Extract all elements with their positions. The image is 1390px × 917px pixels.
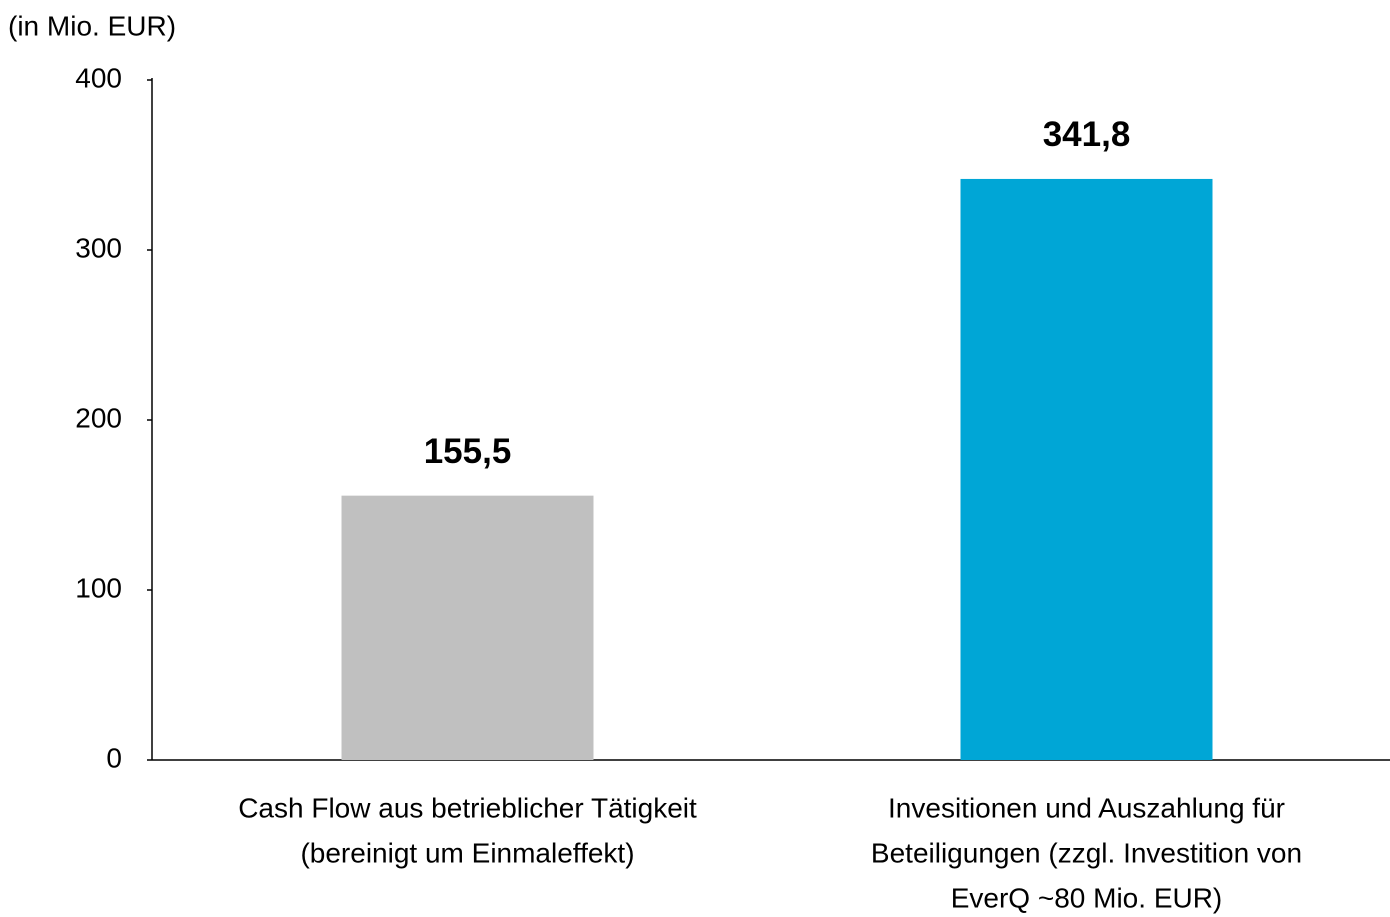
y-axis-label: (in Mio. EUR)	[8, 10, 176, 41]
value-label: 155,5	[424, 432, 512, 471]
x-tick-label: Invesitionen und Auszahlung für	[888, 792, 1285, 823]
y-tick-label: 100	[75, 572, 122, 603]
y-tick-label: 300	[75, 232, 122, 263]
x-tick-label: (bereinigt um Einmaleffekt)	[300, 837, 634, 868]
x-tick-label: Beteiligungen (zzgl. Investition von	[871, 837, 1302, 868]
bar	[341, 495, 594, 760]
x-tick-label: Cash Flow aus betrieblicher Tätigkeit	[238, 792, 697, 823]
value-label: 341,8	[1043, 115, 1131, 154]
y-tick-label: 200	[75, 402, 122, 433]
x-tick-label: EverQ ~80 Mio. EUR)	[951, 882, 1223, 913]
y-tick-label: 0	[106, 742, 122, 773]
bar	[960, 178, 1213, 760]
y-tick-label: 400	[75, 62, 122, 93]
